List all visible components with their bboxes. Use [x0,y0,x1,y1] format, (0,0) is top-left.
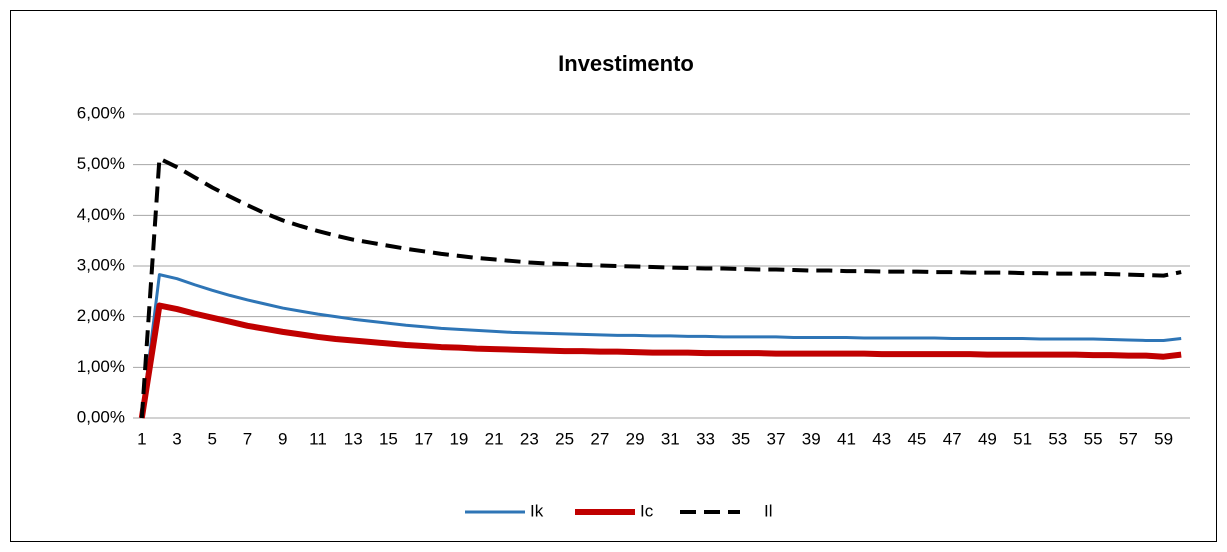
x-tick-label: 59 [1154,429,1173,448]
x-tick-label: 9 [278,429,287,448]
y-tick-label: 5,00% [77,154,125,173]
x-tick-label: 1 [137,429,146,448]
x-tick-label: 29 [626,429,645,448]
series-line [139,156,1182,419]
x-tick-label: 35 [731,429,750,448]
x-tick-label: 47 [943,429,962,448]
y-tick-label: 4,00% [77,205,125,224]
x-tick-label: 33 [696,429,715,448]
chart-title: Investimento [558,51,694,76]
x-tick-label: 25 [555,429,574,448]
y-tick-label: 1,00% [77,357,125,376]
chart-border [10,10,1217,542]
x-tick-label: 23 [520,429,539,448]
x-tick-label: 41 [837,429,856,448]
x-tick-label: 5 [208,429,217,448]
y-tick-label: 3,00% [77,255,125,274]
x-tick-label: 43 [872,429,891,448]
x-tick-label: 19 [449,429,468,448]
series-line [140,273,1182,419]
x-tick-label: 15 [379,429,398,448]
x-tick-label: 3 [172,429,181,448]
x-tick-label: 13 [344,429,363,448]
y-tick-label: 2,00% [77,306,125,325]
x-tick-label: 57 [1119,429,1138,448]
x-tick-label: 49 [978,429,997,448]
x-tick-label: 55 [1084,429,1103,448]
x-tick-label: 31 [661,429,680,448]
legend-label: Ic [640,501,654,520]
x-tick-label: 45 [907,429,926,448]
x-tick-label: 17 [414,429,433,448]
x-tick-label: 7 [243,429,252,448]
legend-label: Il [764,501,773,520]
x-tick-label: 39 [802,429,821,448]
x-tick-label: 11 [309,429,327,448]
x-tick-label: 37 [767,429,786,448]
x-tick-label: 27 [590,429,609,448]
y-tick-label: 0,00% [77,407,125,426]
legend-label: Ik [530,501,544,520]
x-tick-label: 21 [485,429,504,448]
y-tick-label: 6,00% [77,103,125,122]
series-line [138,302,1182,419]
x-tick-label: 53 [1048,429,1067,448]
x-tick-label: 51 [1013,429,1032,448]
